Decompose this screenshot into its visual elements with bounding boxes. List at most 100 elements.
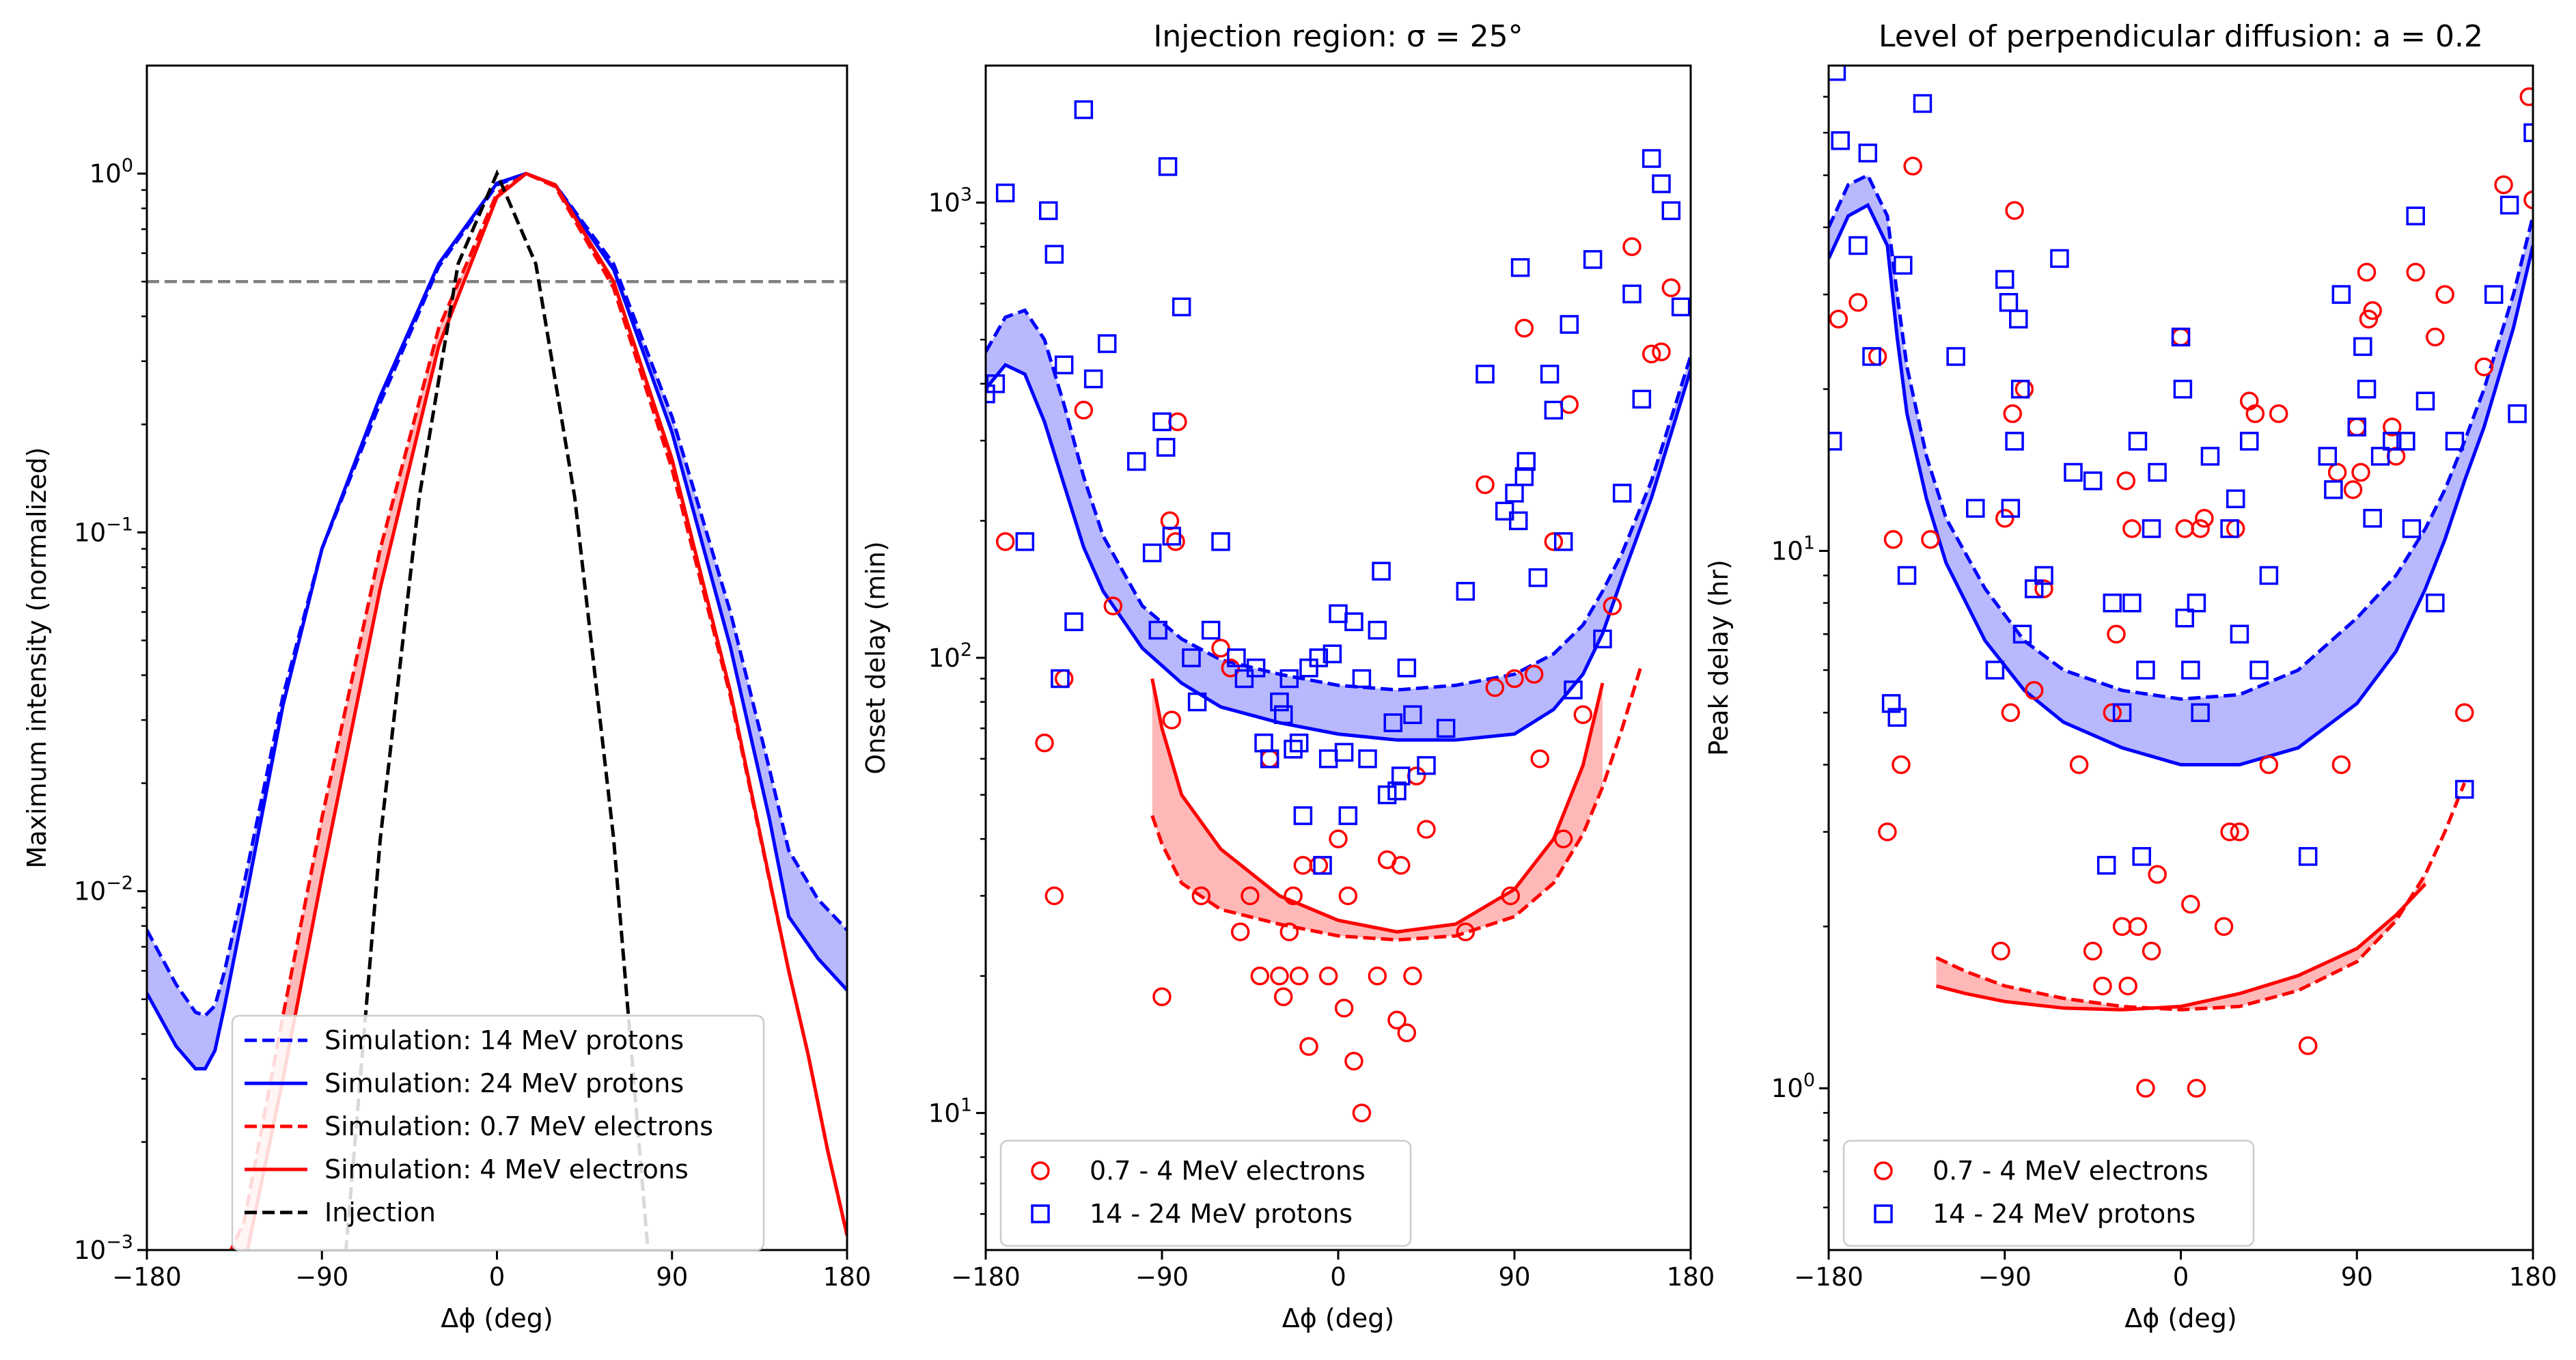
proton-marker (2001, 499, 2021, 518)
electron-marker (1892, 755, 1911, 775)
x-tick-label: −180 (951, 1262, 1021, 1292)
electron-marker (1270, 967, 1289, 986)
proton-marker (2347, 417, 2366, 436)
proton-marker (1156, 438, 1176, 457)
proton-marker (2357, 379, 2377, 399)
panel-2: −180 −90 0 90 180 101 102 103 Δϕ (deg) Onset dela… (861, 19, 1715, 1333)
proton-marker (1612, 484, 1632, 503)
proton-marker (1397, 658, 1417, 678)
y-tick-label: 100 (89, 155, 133, 189)
proton-marker (2426, 593, 2445, 613)
proton-marker (2191, 703, 2210, 723)
series-markers-2 (1829, 66, 2533, 875)
proton-marker (1313, 856, 1332, 875)
proton-marker (1516, 452, 1536, 471)
electron-marker (1573, 705, 1593, 725)
electron-marker (2122, 519, 2142, 538)
electron-marker (2351, 462, 2370, 482)
proton-marker (2132, 847, 2151, 866)
electron-marker (1103, 596, 1123, 615)
electron-marker (2107, 624, 2126, 644)
y-tick-label: 10−3 (74, 1232, 133, 1265)
legend-label: 14 - 24 MeV protons (1090, 1199, 1353, 1229)
electron-marker (1553, 829, 1573, 848)
proton-marker (1831, 131, 1850, 150)
proton-marker (1995, 270, 2014, 289)
proton-marker (1881, 694, 1901, 713)
legend-label: 0.7 - 4 MeV electrons (1933, 1156, 2208, 1186)
proton-marker (1358, 749, 1377, 768)
plot-area (986, 100, 1691, 1123)
x-tick-label: −180 (1794, 1262, 1864, 1292)
band-dashed-line-1 (986, 308, 1691, 692)
electron-marker (1168, 412, 1187, 432)
proton-marker (986, 374, 1006, 393)
electron-marker (2014, 379, 2034, 399)
electron-marker (1903, 156, 1922, 176)
proton-marker (2136, 661, 2155, 680)
electron-marker (1334, 999, 1354, 1018)
electron-marker (1868, 347, 1887, 366)
proton-marker (2353, 337, 2372, 357)
proton-marker (1254, 733, 1273, 753)
electron-marker (1338, 886, 1358, 906)
electron-marker (2136, 1079, 2155, 1098)
proton-marker (1260, 749, 1279, 768)
electron-marker (2171, 327, 2191, 347)
x-tick-label: 180 (823, 1262, 872, 1292)
proton-marker (2064, 462, 2083, 482)
electron-marker (1054, 669, 1074, 689)
electron-marker (1407, 766, 1426, 786)
proton-marker (1234, 669, 1254, 689)
electron-marker (2001, 703, 2021, 723)
proton-marker (1495, 501, 1514, 521)
electron-marker (2357, 262, 2377, 282)
electron-marker (1309, 856, 1329, 875)
proton-marker (1897, 566, 1917, 585)
electron-marker (2435, 285, 2454, 304)
y-axis-label: Maximum intensity (normalized) (22, 447, 52, 869)
proton-marker (1279, 669, 1299, 689)
band-solid-line-2 (1150, 678, 1605, 934)
plot-area (147, 169, 847, 1250)
band-dashed-line-2 (1150, 663, 1644, 942)
electron-marker (1160, 511, 1180, 531)
proton-marker (2112, 703, 2132, 723)
series-line-5 (344, 169, 650, 1250)
legend-label: Simulation: 24 MeV protons (324, 1068, 684, 1098)
proton-marker (1476, 364, 1495, 384)
proton-marker (1887, 708, 1907, 727)
proton-marker (2005, 432, 2024, 451)
electron-marker (2494, 175, 2513, 195)
electron-marker (1273, 987, 1293, 1007)
proton-marker (2181, 661, 2200, 680)
electron-marker (1191, 886, 1211, 906)
proton-marker (2508, 404, 2527, 424)
x-axis-label: Δϕ (deg) (1282, 1303, 1394, 1333)
electron-marker (2128, 917, 2148, 936)
proton-marker (1383, 713, 1403, 732)
proton-marker (1671, 297, 1691, 317)
proton-marker (2103, 593, 2122, 613)
proton-marker (1544, 400, 1564, 420)
proton-marker (1162, 527, 1182, 546)
proton-marker (1417, 755, 1436, 775)
electron-marker (2003, 404, 2022, 424)
proton-marker (2396, 432, 2415, 451)
electron-marker (1344, 1051, 1363, 1071)
x-tick-label: −90 (1135, 1262, 1189, 1292)
proton-marker (1436, 719, 1456, 738)
proton-marker (1051, 669, 1070, 689)
electron-marker (1074, 400, 1094, 420)
proton-marker (2034, 566, 2053, 585)
electron-marker (1456, 922, 1476, 941)
electron-marker (1848, 292, 1868, 312)
series-markers-1 (1829, 87, 2533, 1098)
electron-marker (1476, 475, 1495, 495)
proton-marker (2445, 432, 2465, 451)
electron-marker (2191, 519, 2210, 538)
proton-marker (1642, 149, 1661, 168)
proton-marker (2249, 661, 2269, 680)
electron-marker (2363, 301, 2382, 320)
proton-marker (1528, 568, 1548, 587)
